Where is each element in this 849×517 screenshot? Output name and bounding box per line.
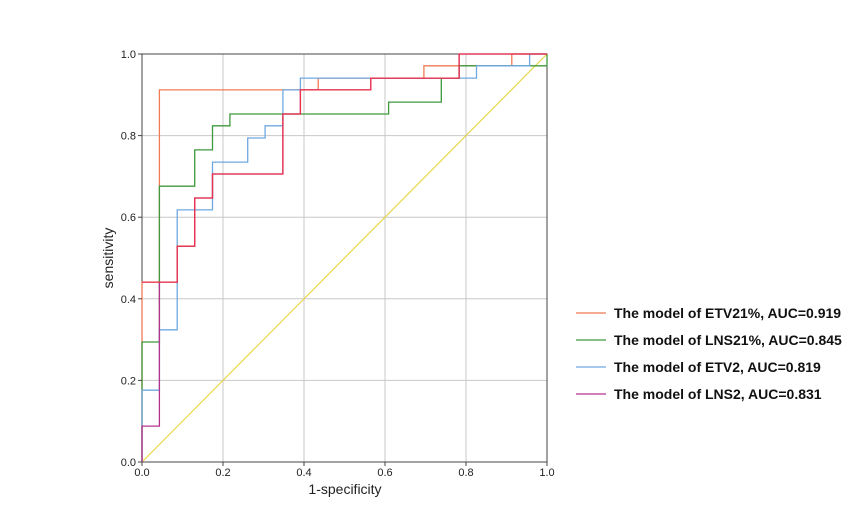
roc-curve-4 bbox=[142, 53, 547, 283]
legend: The model of ETV21%, AUC=0.919 The model … bbox=[576, 305, 842, 402]
y-tick-label: 0.0 bbox=[121, 457, 136, 469]
y-tick-label: 0.4 bbox=[121, 294, 136, 306]
x-tick-label: 0.8 bbox=[458, 467, 473, 479]
x-axis-ticks: 0.0 0.2 0.4 0.6 0.8 1.0 bbox=[134, 462, 555, 479]
y-axis-label: sensitivity bbox=[100, 228, 116, 289]
y-tick-label: 1.0 bbox=[121, 49, 136, 61]
roc-curve-2 bbox=[141, 53, 547, 462]
reference-line bbox=[141, 53, 548, 463]
x-tick-label: 1.0 bbox=[539, 467, 554, 479]
legend-label: The model of LNS21%, AUC=0.845 bbox=[614, 332, 842, 348]
x-tick-label: 0.6 bbox=[377, 467, 392, 479]
grid-lines bbox=[142, 54, 547, 462]
plot-frame bbox=[141, 53, 548, 463]
y-tick-label: 0.8 bbox=[121, 131, 136, 143]
legend-label: The model of LNS2, AUC=0.831 bbox=[614, 386, 822, 402]
reference-diagonal bbox=[141, 53, 548, 463]
x-axis-label: 1-specificity bbox=[308, 481, 381, 497]
x-tick-label: 0.2 bbox=[215, 467, 230, 479]
x-tick-label: 0.4 bbox=[296, 467, 311, 479]
y-axis-ticks: 0.0 0.2 0.4 0.6 0.8 1.0 bbox=[121, 49, 142, 469]
legend-label: The model of ETV21%, AUC=0.919 bbox=[614, 305, 841, 321]
roc-curves bbox=[141, 53, 548, 462]
x-tick-label: 0.0 bbox=[134, 467, 149, 479]
y-tick-label: 0.6 bbox=[121, 212, 136, 224]
y-tick-label: 0.2 bbox=[121, 375, 136, 387]
legend-label: The model of ETV2, AUC=0.819 bbox=[614, 359, 821, 375]
